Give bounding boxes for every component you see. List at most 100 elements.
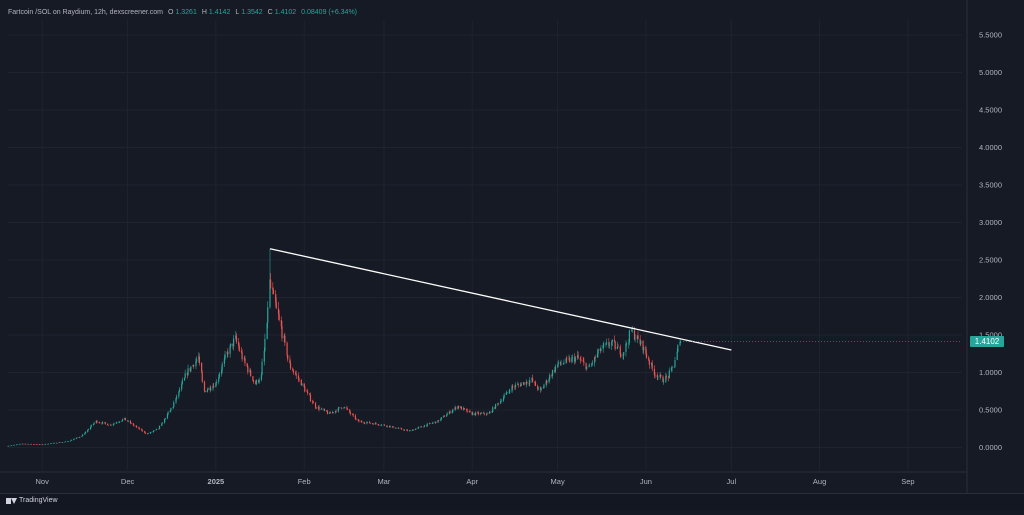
candle-body [542,387,544,389]
candle-body [452,409,454,412]
series-legend: Fartcoin /SOL on Raydium, 12h, dexscreen… [8,9,357,16]
candle-body [62,442,64,443]
candle-body [679,341,681,346]
candle-body [326,410,328,412]
candle-body [238,345,240,351]
candle-body [398,428,400,429]
candle-body [38,444,40,445]
candle-body [665,376,667,382]
candle-body [438,420,440,421]
candle-body [107,425,109,426]
candle-body [531,378,534,382]
candle-body [232,338,235,347]
candle-body [440,418,442,421]
candle-body [121,419,124,421]
candle-body [8,445,10,447]
candle-body [619,346,621,355]
candle-body [22,443,24,445]
footer-bar: TradingView [0,493,1024,510]
candle-body [75,438,77,439]
candle-body [455,407,457,409]
candle-body [591,363,593,366]
candle-body [634,339,636,340]
candle-body [318,406,320,410]
candle-body [475,412,477,415]
candle-body [440,417,443,419]
candle-body [395,427,397,429]
candle-body [324,410,326,411]
candle-body [212,386,214,389]
candle-body [64,441,67,443]
candle-body [292,370,294,373]
y-tick-label: 4.5000 [979,106,1002,115]
candle-body [110,424,112,426]
candle-body [195,361,197,367]
candle-body [42,444,44,445]
candle-body [267,307,269,323]
candle-body [677,345,679,352]
symbol-title: Fartcoin /SOL on Raydium, 12h, dexscreen… [8,9,163,16]
candle-body [361,421,363,423]
candle-body [303,383,305,387]
y-tick-label: 1.5000 [979,331,1002,340]
candle-body [628,342,630,344]
candle-body [557,364,559,367]
candle-body [207,387,209,391]
trendline-layer[interactable] [269,248,732,351]
y-tick-label: 2.0000 [979,293,1002,302]
trendline[interactable] [269,248,732,351]
candle-body [184,373,186,379]
candle-body [292,368,294,371]
candle-body [617,346,619,348]
candle-body [258,379,260,383]
candle-body [204,391,206,393]
candle-body [537,387,539,389]
candle-body [252,380,255,382]
candle-body [166,414,169,419]
candle-body [400,428,402,429]
candle-body [280,320,282,327]
candle-body [409,430,411,431]
candle-body [167,412,169,415]
candle-body [104,422,106,423]
candle-body [429,423,431,424]
candle-body [597,348,599,354]
candle-body [653,368,656,376]
candle-body [596,353,599,358]
candle-body [45,443,47,445]
candle-body [372,423,374,425]
candle-body [400,428,403,430]
open-label: O [167,9,174,16]
candle-body [337,408,339,412]
candle-body [591,362,593,364]
candle-body [341,407,343,409]
low-value: 1.3542 [241,9,263,16]
candle-body [656,375,658,378]
candle-body [338,407,340,409]
candle-body [210,388,212,390]
candle-body [369,423,371,424]
candle-body [673,366,675,368]
candle-body [93,422,95,425]
candle-body [218,377,220,382]
candle-body [431,423,433,424]
candle-body [446,413,448,416]
candle-body [568,358,570,360]
candle-body [30,443,32,445]
candle-body [363,422,365,424]
y-tick-label: 3.5000 [979,181,1002,190]
candles-layer [7,248,682,447]
tradingview-logo[interactable]: TradingView [6,497,58,504]
candle-body [451,411,453,413]
candle-body [246,363,248,367]
candle-body [585,363,587,370]
candle-body [141,430,144,432]
candle-body [281,326,283,339]
candle-body [201,362,203,373]
candle-body [674,359,676,367]
candle-body [158,428,160,430]
candle-body [266,322,268,339]
candle-body [263,350,265,362]
